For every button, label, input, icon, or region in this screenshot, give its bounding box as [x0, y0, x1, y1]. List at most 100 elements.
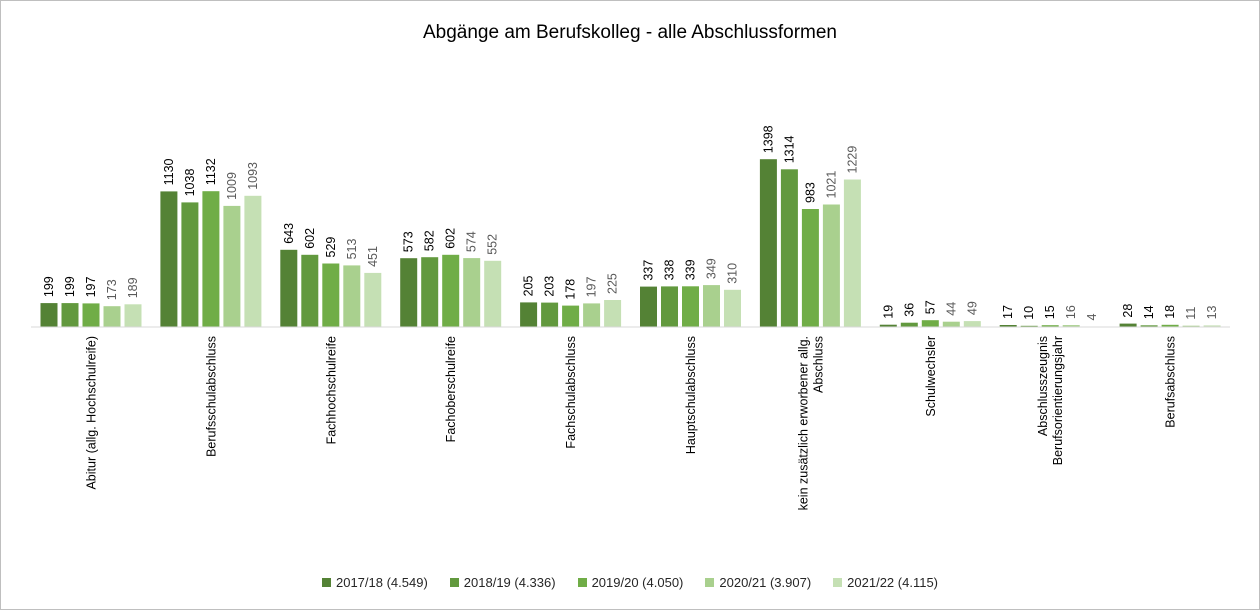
bar: [1041, 325, 1059, 327]
bar: [879, 324, 897, 327]
category-label: AbschlusszeugnisBerufsorientierungsjahr: [1036, 336, 1065, 465]
data-label: 1093: [246, 162, 260, 190]
bar: [82, 303, 100, 327]
data-label: 1132: [204, 158, 218, 185]
bar: [484, 260, 502, 327]
data-label: 1009: [225, 172, 239, 200]
bar: [921, 320, 939, 327]
bar: [900, 322, 918, 327]
bar: [1203, 325, 1221, 327]
data-label: 602: [303, 228, 317, 249]
bar: [1140, 325, 1158, 327]
data-label: 19: [881, 305, 895, 319]
bar: [1020, 325, 1038, 327]
data-label: 1229: [845, 146, 859, 174]
bar: [520, 302, 538, 327]
bar: [703, 285, 720, 327]
data-label: 16: [1064, 305, 1078, 319]
category-label: Berufsschulabschluss: [204, 336, 218, 457]
data-label: 17: [1001, 305, 1015, 319]
bar: [181, 202, 199, 327]
data-label: 11: [1184, 307, 1198, 320]
data-label: 513: [345, 238, 359, 259]
legend-swatch: [705, 577, 715, 587]
data-label: 13: [1205, 305, 1219, 319]
bar: [541, 302, 559, 327]
bar: [124, 304, 142, 327]
category-label: Berufsabschluss: [1164, 336, 1178, 428]
legend-swatch: [321, 577, 331, 587]
bar: [343, 265, 361, 327]
bar: [661, 286, 678, 327]
data-label: 203: [543, 276, 557, 297]
bar: [223, 205, 241, 327]
category-label: Fachschulabschluss: [564, 336, 578, 449]
data-label: 10: [1022, 306, 1036, 320]
data-label: 205: [522, 275, 536, 296]
legend-swatch: [449, 577, 459, 587]
bar: [442, 254, 460, 327]
data-label: 14: [1142, 305, 1156, 319]
legend-item: 2019/20 (4.050): [577, 574, 684, 590]
bar: [40, 303, 58, 327]
bar: [421, 257, 439, 327]
data-label: 1314: [782, 135, 796, 163]
bar: [759, 159, 777, 327]
bar: [583, 303, 601, 327]
category-label: Abitur (allg. Hochschulreife): [85, 336, 99, 490]
bar: [103, 306, 121, 327]
data-label: 339: [684, 259, 698, 280]
legend-item: 2020/21 (3.907): [705, 575, 811, 590]
bar: [301, 254, 319, 327]
data-label: 189: [126, 277, 140, 298]
legend-label: 2021/22 (4.115): [847, 574, 939, 590]
bar: [1182, 325, 1200, 327]
data-label: 199: [42, 276, 56, 297]
bar: [244, 195, 262, 327]
data-label: 225: [606, 273, 620, 294]
data-label: 49: [965, 301, 979, 315]
bar: [999, 325, 1017, 327]
legend-label: 2019/20 (4.050): [591, 574, 684, 590]
bar: [160, 191, 178, 327]
data-label: 197: [585, 276, 599, 297]
data-label: 173: [105, 279, 119, 300]
bar: [1119, 323, 1137, 327]
bar: [682, 286, 699, 327]
data-label: 349: [705, 258, 719, 279]
legend: 2017/18 (4.549) 2018/19 (4.336) 2019/20 (4…: [0, 572, 1260, 592]
bar: [942, 321, 960, 327]
bar: [322, 263, 340, 327]
data-label: 552: [486, 234, 500, 255]
data-label: 28: [1121, 304, 1135, 318]
data-label: 451: [366, 246, 380, 267]
data-label: 57: [923, 300, 937, 314]
data-label: 18: [1163, 305, 1177, 319]
data-label: 310: [726, 263, 740, 284]
category-label: kein zusätzlich erworbener allg.Abschlus…: [796, 336, 825, 510]
category-label: Fachhochschulreife: [324, 336, 338, 444]
data-label: 602: [444, 228, 458, 249]
bar: [61, 303, 79, 327]
bar: [364, 272, 382, 327]
data-label: 338: [663, 259, 677, 280]
data-label: 643: [282, 223, 296, 244]
bar: [400, 258, 418, 327]
bar: [801, 209, 819, 327]
legend-label: 2018/19 (4.336): [463, 574, 556, 590]
bar: [202, 191, 220, 327]
category-label: Schulwechsler: [924, 336, 938, 417]
data-label: 1038: [183, 169, 197, 197]
bar: [963, 321, 981, 327]
category-label: Fachoberschulreife: [444, 336, 458, 442]
data-label: 574: [465, 231, 479, 252]
data-label: 529: [324, 237, 338, 258]
bar: [724, 289, 741, 327]
legend-label: 2020/21 (3.907): [719, 574, 812, 590]
bar: [280, 249, 298, 327]
data-label: 983: [803, 182, 817, 203]
data-label: 582: [423, 230, 437, 251]
data-label: 197: [84, 276, 98, 297]
data-label: 573: [402, 231, 416, 252]
